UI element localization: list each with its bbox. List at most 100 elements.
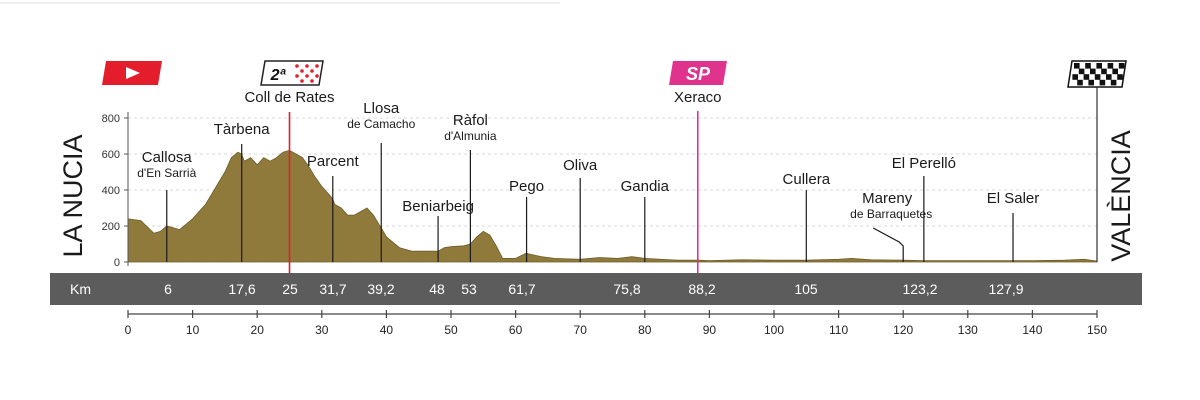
km-band-value: 123,2 bbox=[902, 281, 937, 297]
km-band-value: 48 bbox=[429, 281, 445, 297]
checkered-flag-icon bbox=[1094, 74, 1101, 80]
polka-dot-icon bbox=[295, 74, 299, 78]
y-tick-label: 0 bbox=[114, 257, 120, 269]
polka-dot-icon bbox=[305, 64, 309, 68]
place-label: Ràfol bbox=[453, 112, 488, 129]
y-tick-label: 200 bbox=[102, 221, 120, 233]
x-tick-label: 90 bbox=[703, 323, 717, 337]
x-tick-label: 40 bbox=[380, 323, 394, 337]
polka-dot-icon bbox=[300, 69, 304, 73]
checkered-flag-icon bbox=[1083, 74, 1090, 80]
start-town-label: LA NUCIA bbox=[58, 134, 88, 257]
place-sublabel: d'Almunia bbox=[444, 129, 497, 143]
y-tick-label: 400 bbox=[102, 185, 120, 197]
place-label: El Saler bbox=[987, 190, 1040, 207]
y-tick-label: 800 bbox=[102, 113, 120, 125]
x-tick-label: 110 bbox=[829, 323, 848, 337]
place-label: Xeraco bbox=[674, 89, 722, 106]
place-sublabel: d'En Sarrià bbox=[137, 166, 196, 180]
finish-town-label: VALÈNCIA bbox=[1106, 130, 1136, 262]
km-band-values: 6 17,6 25 31,7 39,2 48 53 61,7 75,8 88,2 105 123,2 1… bbox=[164, 281, 1024, 297]
km-band-value: 75,8 bbox=[613, 281, 640, 297]
x-tick-label: 10 bbox=[186, 323, 200, 337]
route-badges: 2ª SP bbox=[102, 60, 1127, 262]
place-label: Gandia bbox=[621, 178, 670, 195]
place-sublabel: de Camacho bbox=[347, 117, 415, 131]
polka-dot-icon bbox=[310, 69, 314, 73]
place-label: Parcent bbox=[307, 153, 360, 170]
x-tick-label: 80 bbox=[638, 323, 652, 337]
polka-dot-icon bbox=[310, 79, 314, 83]
x-tick-label: 70 bbox=[574, 323, 588, 337]
x-tick-label: 20 bbox=[251, 323, 265, 337]
polka-dot-icon bbox=[300, 79, 304, 83]
sprint-label: SP bbox=[686, 64, 711, 84]
polka-dot-icon bbox=[295, 64, 299, 68]
km-band-value: 88,2 bbox=[688, 281, 715, 297]
elevation-profile-area bbox=[127, 149, 1098, 263]
place-label: Beniarbeig bbox=[402, 198, 474, 215]
km-band-value: 127,9 bbox=[988, 281, 1023, 297]
x-tick-label: 0 bbox=[125, 323, 132, 337]
sprint-badge bbox=[669, 61, 727, 85]
x-tick-label: 100 bbox=[764, 323, 784, 337]
polka-dot-icon bbox=[315, 74, 319, 78]
km-band-value: 105 bbox=[794, 281, 818, 297]
km-band: Km bbox=[50, 273, 1142, 305]
x-tick-label: 150 bbox=[1087, 323, 1107, 337]
km-band-value: 61,7 bbox=[508, 281, 535, 297]
x-tick-label: 130 bbox=[958, 323, 978, 337]
place-label: Cullera bbox=[783, 171, 831, 188]
km-band-background bbox=[50, 273, 1142, 305]
place-label: Pego bbox=[509, 178, 544, 195]
place-label: Mareny bbox=[862, 190, 913, 207]
checkered-flag-icon bbox=[1090, 68, 1096, 75]
checkered-flag-icon bbox=[1107, 63, 1114, 69]
checkered-flag-icon bbox=[1088, 79, 1094, 86]
km-band-value: 39,2 bbox=[367, 281, 394, 297]
play-icon bbox=[126, 67, 140, 79]
x-tick-label: 120 bbox=[893, 323, 913, 337]
checkered-flag-icon bbox=[1085, 63, 1091, 69]
climb-category-label: 2ª bbox=[270, 67, 287, 84]
x-tick-label: 140 bbox=[1022, 323, 1042, 337]
profile-area-layer bbox=[127, 149, 1098, 263]
x-tick-label: 60 bbox=[509, 323, 523, 337]
place-label: Tàrbena bbox=[214, 121, 271, 138]
km-band-value: 31,7 bbox=[319, 281, 346, 297]
x-tick-label: 30 bbox=[315, 323, 329, 337]
checkered-flag-icon bbox=[1072, 74, 1078, 80]
checkered-flag-icon bbox=[1096, 63, 1102, 69]
checkered-flag-icon bbox=[1078, 68, 1085, 75]
polka-dot-icon bbox=[315, 64, 319, 68]
checkered-flag-icon bbox=[1074, 63, 1080, 69]
km-band-value: 53 bbox=[461, 281, 477, 297]
y-tick-label: 600 bbox=[102, 149, 120, 161]
km-band-value: 17,6 bbox=[228, 281, 255, 297]
checkered-flag-icon bbox=[1106, 74, 1112, 80]
place-label: Coll de Rates bbox=[244, 89, 334, 106]
place-label: El Perelló bbox=[892, 155, 956, 172]
place-sublabel: de Barraquetes bbox=[850, 207, 932, 221]
place-label: Callosa bbox=[142, 149, 193, 166]
checkered-flag-icon bbox=[1099, 79, 1106, 86]
polka-dot-icon bbox=[305, 74, 309, 78]
km-band-value: 6 bbox=[164, 281, 172, 297]
place-label: Oliva bbox=[563, 157, 598, 174]
place-marker-line bbox=[872, 227, 904, 262]
checkered-flag-icon bbox=[1118, 63, 1125, 69]
x-axis: 0 10 20 30 40 50 60 70 80 90 100 110 120 130 140 150 bbox=[125, 310, 1107, 337]
x-tick-label: 50 bbox=[444, 323, 458, 337]
km-band-value: 25 bbox=[282, 281, 298, 297]
km-band-label: Km bbox=[70, 281, 91, 297]
place-label: Llosa bbox=[363, 100, 400, 117]
checkered-flag-icon bbox=[1110, 79, 1117, 86]
checkered-flag-icon bbox=[1112, 68, 1118, 75]
y-axis-ticks: 0 200 400 600 800 bbox=[102, 112, 129, 269]
checkered-flag-icon bbox=[1117, 74, 1123, 80]
place-marker-lines bbox=[166, 111, 1014, 273]
checkered-flag-icon bbox=[1077, 79, 1083, 86]
